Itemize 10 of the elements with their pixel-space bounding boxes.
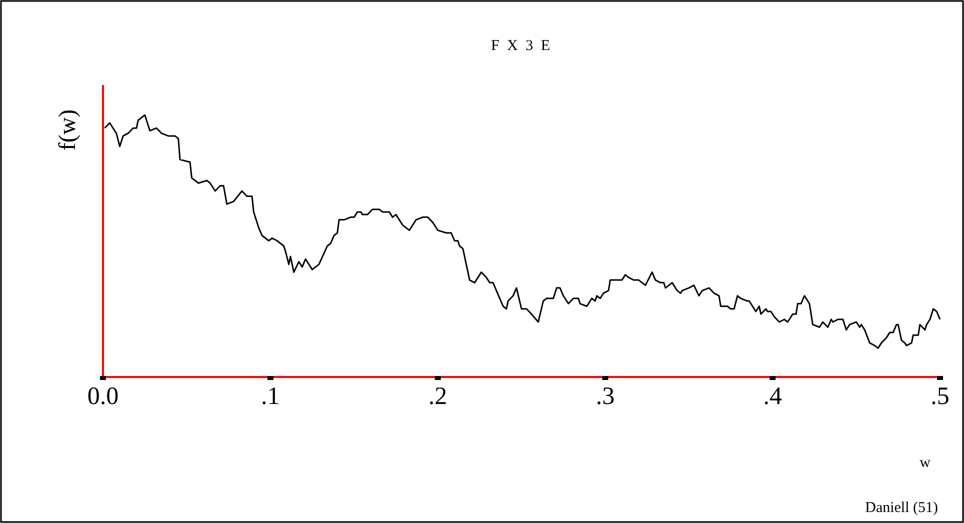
text: Daniell (51) xyxy=(865,500,938,516)
y-axis-title: f(w) xyxy=(55,109,81,151)
x-tick-label: .3 xyxy=(596,383,615,410)
x-tick-label: .4 xyxy=(763,383,782,410)
x-tick-label: 0.0 xyxy=(87,383,119,410)
x-tick-label: .5 xyxy=(930,383,950,410)
x-axis-title: w xyxy=(920,455,931,471)
chart-title: F X 3 E xyxy=(490,38,552,54)
x-tick-label: .2 xyxy=(428,383,448,410)
x-tick-label: .1 xyxy=(261,383,280,410)
